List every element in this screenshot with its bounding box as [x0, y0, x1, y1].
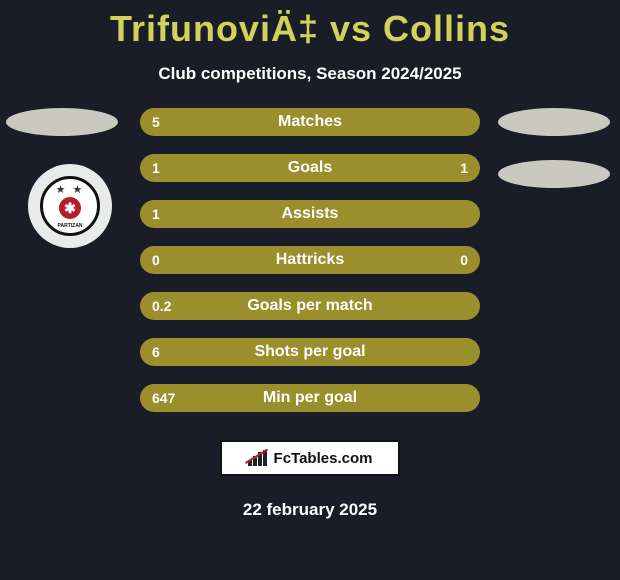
- stat-bar: 0.2 Goals per match: [140, 292, 480, 320]
- source-text: FcTables.com: [274, 450, 373, 467]
- player-slot-top-right: [498, 108, 610, 136]
- stat-bars: 5 Matches 1 Goals 1 1 Assists 0 Hattricks 0 0.2 Goa…: [140, 108, 480, 412]
- stat-bar: 5 Matches: [140, 108, 480, 136]
- stat-label: Hattricks: [276, 251, 344, 269]
- stat-bar: 0 Hattricks 0: [140, 246, 480, 274]
- source-badge: FcTables.com: [220, 440, 400, 476]
- crest-center-icon: ✱: [59, 197, 81, 219]
- comparison-area: ★ ★ ✱ PARTIZAN 5 Matches 1 Goals 1 1 Assists 0 H…: [0, 108, 620, 412]
- stat-label: Goals: [288, 159, 332, 177]
- crest-stars-icon: ★ ★: [56, 183, 85, 196]
- stat-left-value: 5: [152, 114, 160, 130]
- player-slot-bottom-right: [498, 160, 610, 188]
- crest-text: PARTIZAN: [58, 223, 83, 229]
- stat-right-value: 1: [460, 160, 468, 176]
- stat-label: Assists: [282, 205, 339, 223]
- page-title: TrifunoviÄ‡ vs Collins: [0, 0, 620, 50]
- stat-bar: 1 Goals 1: [140, 154, 480, 182]
- player-slot-top-left: [6, 108, 118, 136]
- date-label: 22 february 2025: [0, 500, 620, 520]
- stat-bar: 1 Assists: [140, 200, 480, 228]
- stat-left-value: 0.2: [152, 298, 171, 314]
- stat-left-value: 0: [152, 252, 160, 268]
- stat-left-value: 6: [152, 344, 160, 360]
- club-crest: ★ ★ ✱ PARTIZAN: [28, 164, 112, 248]
- stat-right-value: 0: [460, 252, 468, 268]
- stat-left-value: 1: [152, 206, 160, 222]
- stat-label: Goals per match: [247, 297, 372, 315]
- subtitle: Club competitions, Season 2024/2025: [0, 64, 620, 84]
- stat-left-value: 647: [152, 390, 175, 406]
- stat-label: Min per goal: [263, 389, 357, 407]
- stat-label: Shots per goal: [254, 343, 365, 361]
- stat-bar: 6 Shots per goal: [140, 338, 480, 366]
- stat-left-value: 1: [152, 160, 160, 176]
- stat-label: Matches: [278, 113, 342, 131]
- bars-chart-icon: [248, 450, 268, 466]
- stat-bar: 647 Min per goal: [140, 384, 480, 412]
